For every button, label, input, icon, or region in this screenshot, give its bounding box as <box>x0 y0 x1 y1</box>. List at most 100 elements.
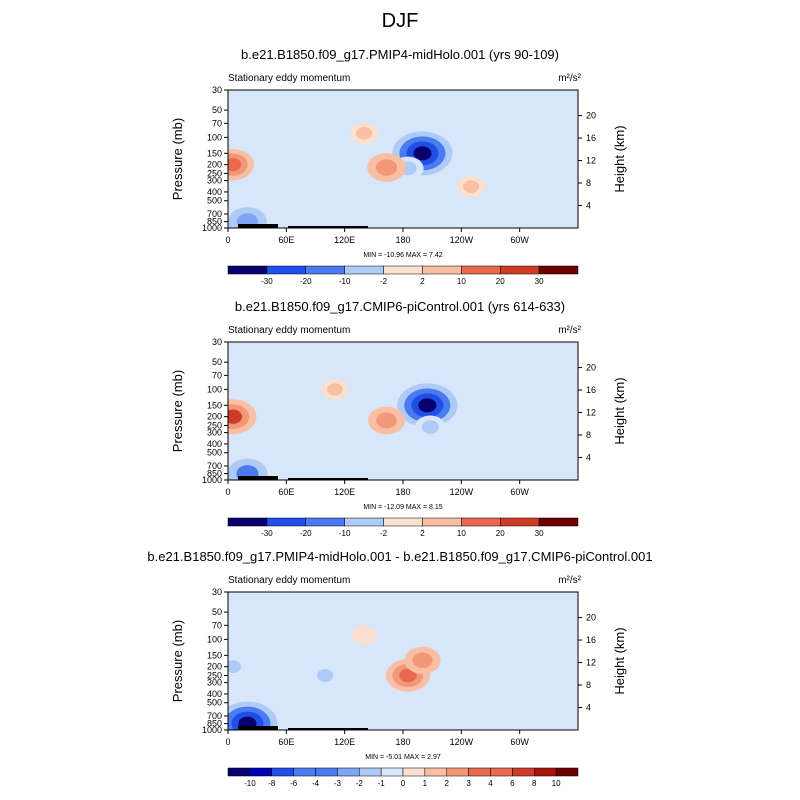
y-right-axis-label: Height (km) <box>612 125 627 192</box>
heatmap-field <box>228 342 578 480</box>
y-tick-label: 400 <box>207 689 222 699</box>
y-right-tick-label: 8 <box>586 178 591 188</box>
colorbar-box <box>305 265 345 275</box>
colorbar-label: -10 <box>339 277 351 286</box>
terrain-mask <box>238 224 278 228</box>
contour-2-1 <box>412 652 433 669</box>
colorbar-box <box>534 767 557 777</box>
y-tick-label: 250 <box>207 168 222 178</box>
colorbar-label: -8 <box>268 779 276 788</box>
colorbar-box <box>468 767 491 777</box>
y-tick-label: 150 <box>207 400 222 410</box>
colorbar-box <box>266 265 307 275</box>
colorbar-label: 10 <box>457 277 466 286</box>
colorbar-label: -20 <box>300 277 312 286</box>
x-tick-label: 120W <box>450 235 474 245</box>
y-right-tick-label: 12 <box>586 658 596 668</box>
chart-panel-2: b.e21.B1850.f09_g17.CMIP6-piControl.001 … <box>170 299 627 538</box>
colorbar-box <box>227 265 268 275</box>
chart-title: b.e21.B1850.f09_g17.CMIP6-piControl.001 … <box>235 299 565 314</box>
y-right-axis-label: Height (km) <box>612 377 627 444</box>
units-label: m²/s² <box>558 575 581 586</box>
terrain-mask <box>238 476 278 480</box>
y-tick-label: 70 <box>212 620 222 630</box>
y-tick-label: 500 <box>207 448 222 458</box>
colorbar-box <box>305 517 345 527</box>
x-tick-label: 120E <box>334 737 355 747</box>
colorbar-box <box>249 767 272 777</box>
units-label: m²/s² <box>558 73 581 84</box>
heatmap-field <box>228 592 578 730</box>
contour-4-2 <box>228 409 243 424</box>
contour-4-2 <box>228 158 242 172</box>
y-right-tick-label: 20 <box>586 613 596 623</box>
colorbar-box <box>227 767 251 777</box>
colorbar-box <box>380 767 404 777</box>
terrain-mask <box>288 728 368 730</box>
stats-label: MIN = -10.96 MAX = 7.42 <box>363 252 442 259</box>
colorbar-label: 2 <box>420 529 425 538</box>
colorbar-label: 2 <box>420 277 425 286</box>
heatmap-field <box>228 90 578 228</box>
y-tick-label: 50 <box>212 357 222 367</box>
chart-title: b.e21.B1850.f09_g17.PMIP4-midHolo.001 - … <box>147 549 652 564</box>
stats-label: MIN = -5.01 MAX = 2.97 <box>365 754 441 761</box>
units-label: m²/s² <box>558 325 581 336</box>
chart-subtitle: Stationary eddy momentum <box>228 575 350 586</box>
colorbar-label: 10 <box>457 529 466 538</box>
y-tick-label: 150 <box>207 650 222 660</box>
y-tick-label: 300 <box>207 428 222 438</box>
colorbar-box <box>538 517 579 527</box>
colorbar-label: -1 <box>378 779 386 788</box>
colorbar-label: -3 <box>334 779 342 788</box>
y-tick-label: 200 <box>207 412 222 422</box>
contour-1-3 <box>418 398 437 413</box>
y-tick-label: 70 <box>212 370 222 380</box>
x-tick-label: 180 <box>395 235 410 245</box>
y-tick-label: 200 <box>207 662 222 672</box>
y-right-tick-label: 8 <box>586 430 591 440</box>
page-title: DJF <box>382 10 419 32</box>
contour-7-1 <box>463 180 480 193</box>
colorbar-box <box>271 767 294 777</box>
y-tick-label: 850 <box>207 217 222 227</box>
colorbar-label: 0 <box>401 779 406 788</box>
colorbar-box <box>490 767 513 777</box>
chart-subtitle: Stationary eddy momentum <box>228 73 350 84</box>
y-right-tick-label: 20 <box>586 363 596 373</box>
chart-panel-3: b.e21.B1850.f09_g17.PMIP4-midHolo.001 - … <box>147 549 652 788</box>
y-tick-label: 100 <box>207 634 222 644</box>
colorbar-label: -6 <box>290 779 298 788</box>
colorbar-box <box>315 767 338 777</box>
y-right-tick-label: 4 <box>586 453 591 463</box>
y-tick-label: 1000 <box>202 223 222 233</box>
colorbar-box <box>422 265 462 275</box>
x-tick-label: 180 <box>395 487 410 497</box>
colorbar-box <box>227 517 268 527</box>
y-tick-label: 50 <box>212 607 222 617</box>
colorbar-box <box>499 517 540 527</box>
x-tick-label: 120W <box>450 737 474 747</box>
y-tick-label: 1000 <box>202 475 222 485</box>
x-tick-label: 0 <box>225 487 230 497</box>
colorbar-box <box>446 767 469 777</box>
contour-1-3 <box>413 146 432 161</box>
y-right-tick-label: 8 <box>586 680 591 690</box>
terrain-mask <box>238 726 278 730</box>
colorbar-label: -30 <box>261 529 273 538</box>
colorbar-box <box>344 517 384 527</box>
terrain-mask <box>288 226 368 228</box>
colorbar-label: 20 <box>496 277 505 286</box>
chart-panel-1: b.e21.B1850.f09_g17.PMIP4-midHolo.001 (y… <box>170 47 627 286</box>
y-right-tick-label: 4 <box>586 201 591 211</box>
colorbar-box <box>555 767 579 777</box>
contour-1-2 <box>399 668 417 683</box>
y-tick-label: 400 <box>207 187 222 197</box>
colorbar-box <box>266 517 307 527</box>
chart-title: b.e21.B1850.f09_g17.PMIP4-midHolo.001 (y… <box>241 47 559 62</box>
colorbar-box <box>383 517 423 527</box>
colorbar-label: 6 <box>510 779 515 788</box>
contour-5-1 <box>356 629 372 641</box>
colorbar-box <box>461 265 501 275</box>
